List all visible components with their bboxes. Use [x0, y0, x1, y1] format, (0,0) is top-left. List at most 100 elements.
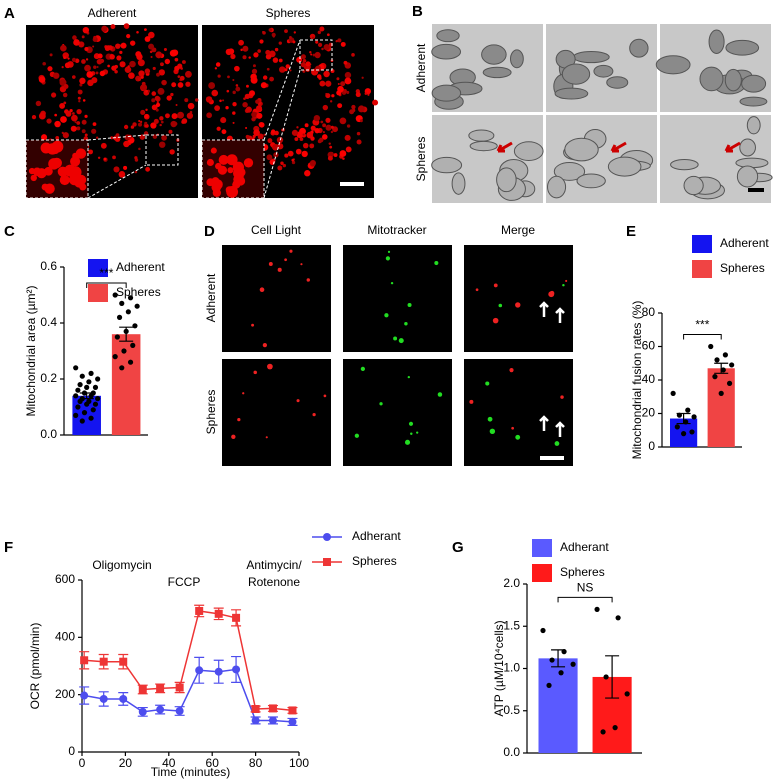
mito-spot — [161, 135, 167, 141]
panel-letter: C — [4, 223, 15, 240]
mito-spot — [214, 67, 218, 70]
mito-spot — [123, 165, 128, 170]
particle — [407, 302, 412, 308]
mito-spot — [99, 70, 106, 77]
y-tick-label: 600 — [55, 572, 75, 586]
data-point — [73, 365, 79, 371]
mito-spot — [160, 120, 164, 124]
mito-spot — [335, 39, 338, 43]
mito-spot — [30, 174, 37, 182]
mito-spot — [300, 54, 306, 60]
mito-spot — [145, 108, 148, 112]
mito-spot — [138, 70, 145, 77]
significance-label: NS — [577, 581, 594, 595]
significance-bracket — [557, 596, 613, 603]
organelle — [431, 156, 463, 174]
organelle — [431, 43, 462, 60]
data-point — [720, 367, 726, 373]
mito-spot — [158, 69, 165, 76]
mito-spot — [77, 89, 83, 95]
mito-spot — [123, 140, 130, 148]
zoom-box — [145, 134, 179, 166]
mito-spot — [327, 155, 333, 161]
mito-spot — [148, 43, 155, 50]
data-point — [726, 380, 733, 386]
mito-spot — [72, 112, 75, 115]
organelle — [451, 172, 466, 195]
particle — [485, 381, 490, 386]
y-tick-label: 0.2 — [40, 371, 57, 385]
mito-spot — [158, 141, 166, 148]
mito-spot — [215, 162, 222, 170]
particle — [548, 291, 555, 298]
panel-letter: F — [4, 539, 13, 556]
mito-spot — [116, 55, 122, 61]
particle — [385, 256, 390, 261]
data-point — [546, 682, 552, 689]
data-point — [90, 407, 96, 413]
marker — [119, 657, 128, 666]
mito-spot — [323, 43, 330, 51]
mito-spot — [73, 39, 80, 46]
marker — [138, 707, 147, 716]
mito-spot — [344, 134, 351, 141]
mito-spot — [328, 142, 331, 145]
particle — [407, 375, 410, 379]
arrow — [539, 301, 549, 317]
mito-spot — [101, 25, 108, 32]
mito-spot — [238, 39, 244, 46]
zoom-box — [299, 39, 333, 71]
legend-swatch — [692, 235, 712, 253]
row-label: Spheres — [414, 137, 428, 182]
micrograph — [222, 245, 331, 352]
mito-spot — [340, 81, 346, 87]
mito-spot — [72, 75, 76, 79]
marker — [214, 609, 223, 618]
mito-spot — [84, 133, 88, 137]
organelle — [553, 162, 586, 181]
mito-spot — [206, 158, 214, 167]
mito-spot — [305, 61, 311, 67]
mito-spot — [63, 101, 67, 105]
mito-spot — [145, 166, 151, 172]
mito-spot — [302, 142, 309, 149]
mito-spot — [174, 57, 179, 62]
mito-spot — [313, 114, 321, 122]
mito-spot — [302, 133, 305, 136]
marker — [288, 717, 297, 726]
mito-spot — [64, 62, 71, 69]
particle — [268, 262, 273, 266]
mito-spot — [81, 129, 86, 134]
row-label: Adherent — [414, 43, 428, 92]
mito-spot — [169, 149, 175, 155]
mito-spot — [152, 66, 156, 70]
mito-spot — [289, 36, 292, 39]
image-label: Adherent — [88, 6, 137, 20]
data-point — [123, 328, 129, 334]
particle — [387, 250, 391, 253]
mito-spot — [325, 93, 328, 96]
data-point — [119, 365, 125, 371]
significance-label: *** — [695, 318, 709, 332]
mito-spot — [262, 75, 268, 80]
mito-spot — [140, 84, 148, 91]
mito-spot — [311, 36, 315, 39]
particle — [360, 366, 366, 371]
y-tick-label: 0.4 — [40, 315, 57, 329]
particle — [267, 363, 273, 370]
mito-spot — [284, 153, 289, 158]
y-axis-label: Mitochondrial fusion rates (%) — [630, 301, 644, 460]
mito-spot — [309, 63, 312, 66]
mito-spot — [59, 175, 70, 186]
mito-spot — [252, 134, 256, 139]
mito-spot — [361, 76, 364, 79]
mito-spot — [277, 165, 283, 171]
mito-spot — [41, 134, 48, 141]
mito-spot — [115, 133, 120, 138]
row-label: Spheres — [204, 390, 218, 435]
mito-spot — [296, 56, 303, 63]
y-tick-label: 0.6 — [40, 259, 57, 273]
mito-spot — [285, 64, 290, 69]
mito-spot — [291, 129, 298, 136]
